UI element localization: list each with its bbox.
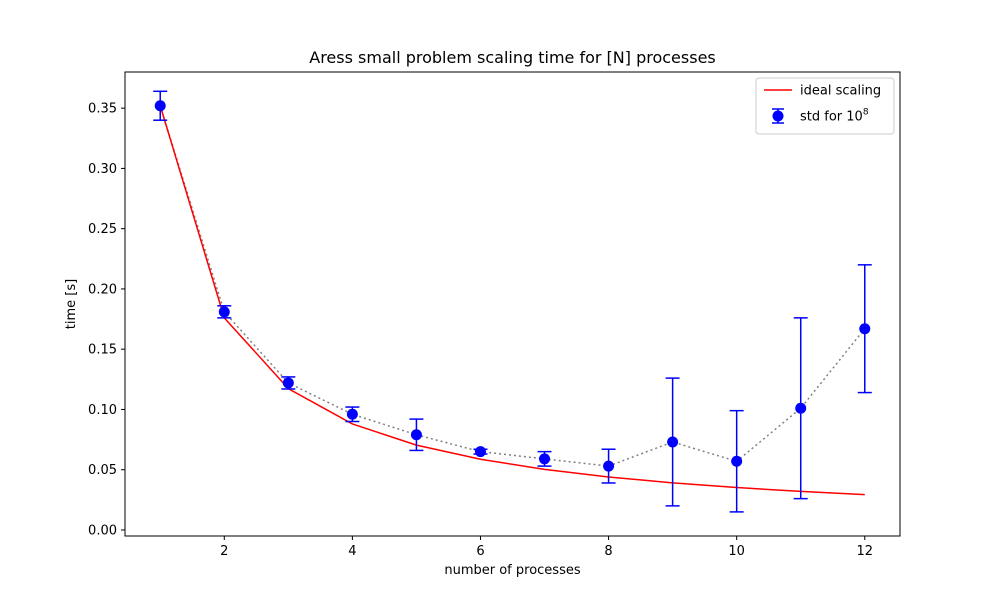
legend-std-marker-swatch <box>772 108 784 124</box>
errorbar-point <box>345 406 360 423</box>
chart-title: Aress small problem scaling time for [N]… <box>309 48 716 67</box>
x-tick-label: 2 <box>220 544 228 559</box>
errorbar-point <box>537 450 552 467</box>
data-point-marker <box>539 453 551 465</box>
legend-ideal-label: ideal scaling <box>800 84 881 99</box>
x-axis-title: number of processes <box>444 563 580 578</box>
y-tick-label: 0.05 <box>88 463 117 478</box>
errorbar-point <box>153 90 168 121</box>
errorbar-point <box>729 409 744 513</box>
legend-std-label-exponent: 8 <box>863 108 869 118</box>
measured-connector-line <box>159 105 866 467</box>
x-tick-label: 4 <box>348 544 356 559</box>
y-tick-label: 0.10 <box>88 403 117 418</box>
y-tick-label: 0.00 <box>88 523 117 538</box>
y-tick-label: 0.25 <box>88 222 117 237</box>
legend: ideal scaling std for 108 <box>755 77 895 135</box>
x-tick-label: 12 <box>856 544 873 559</box>
x-tick-label: 10 <box>728 544 745 559</box>
data-point-marker <box>603 460 615 472</box>
data-point-marker <box>154 100 166 112</box>
data-point-marker <box>410 429 422 441</box>
y-tick-label: 0.20 <box>88 282 117 297</box>
data-point-marker <box>731 455 743 467</box>
errorbar-point <box>281 376 296 390</box>
legend-std-label-base: std for 10 <box>800 110 863 125</box>
errorbar-point <box>665 377 680 507</box>
data-point-marker <box>859 323 871 335</box>
data-point-marker <box>474 446 486 458</box>
data-point-marker <box>346 408 358 420</box>
y-tick-label: 0.35 <box>88 102 117 117</box>
errorbar-point <box>217 305 232 319</box>
errorbar-point <box>793 317 808 500</box>
plot-area <box>153 90 872 513</box>
errorbar-point <box>473 446 488 458</box>
axis-ticks: 2 4 6 8 10 12 0.00 0.05 0.10 0.15 0.20 0.25 0.30 0.35 <box>88 102 873 559</box>
axes-frame <box>124 71 901 537</box>
y-tick-label: 0.30 <box>88 162 117 177</box>
data-point-marker <box>795 402 807 414</box>
x-tick-label: 6 <box>476 544 484 559</box>
data-point-marker <box>667 436 679 448</box>
errorbar-point <box>601 448 616 484</box>
data-point-marker <box>282 377 294 389</box>
data-point-marker <box>218 306 230 318</box>
legend-box <box>755 77 895 135</box>
y-axis-title: time [s] <box>64 279 79 329</box>
errorbar-point <box>857 264 872 394</box>
legend-std-label: std for 108 <box>800 108 869 125</box>
errorbar-point <box>409 418 424 452</box>
y-tick-label: 0.15 <box>88 343 117 358</box>
ideal-scaling-line <box>159 105 865 496</box>
legend-std-marker <box>772 110 784 122</box>
x-tick-label: 8 <box>604 544 612 559</box>
